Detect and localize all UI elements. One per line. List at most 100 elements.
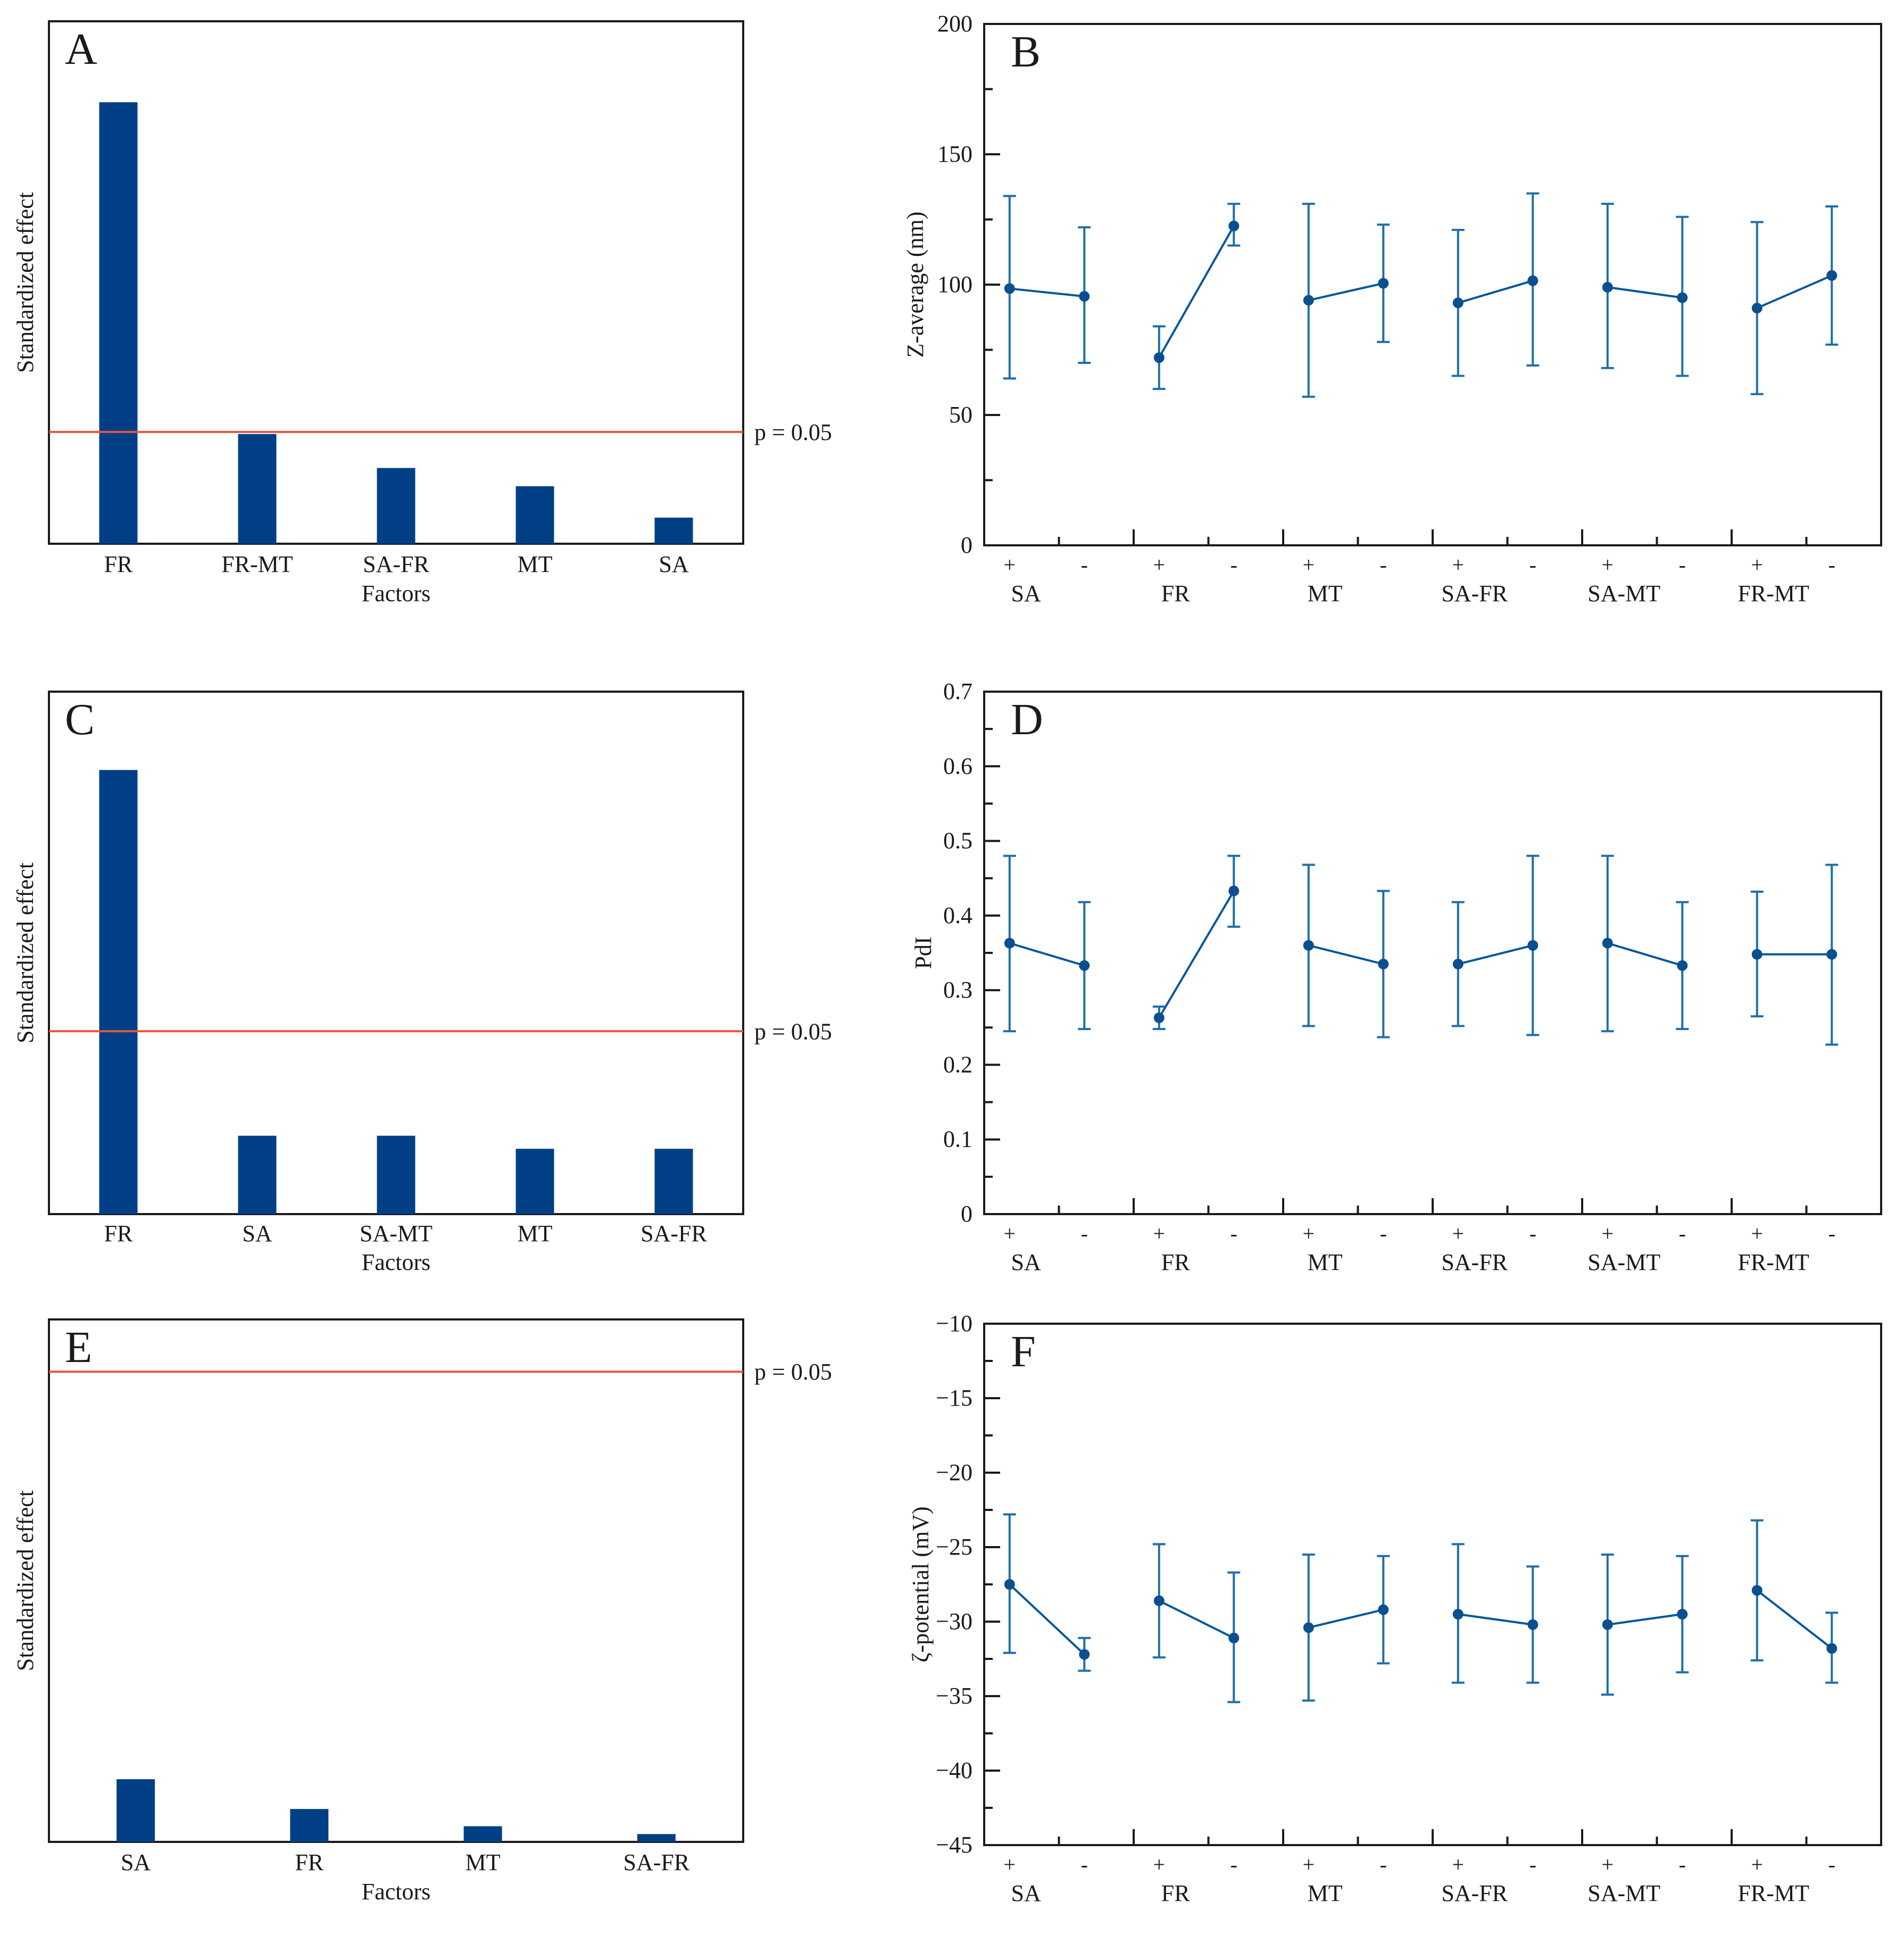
factor-group: + -SA-FR bbox=[1441, 1543, 1540, 1906]
y-tick-label: −35 bbox=[936, 1683, 972, 1709]
factor-group: + - SA bbox=[1003, 1513, 1091, 1906]
factor-group: + -SA-MT bbox=[1587, 203, 1689, 607]
level-label-plus: + bbox=[1302, 1222, 1315, 1245]
y-tick-label: −30 bbox=[936, 1608, 972, 1634]
y-axis-title: Standardized effect bbox=[12, 192, 38, 373]
series-line bbox=[1158, 890, 1235, 1019]
panel-a: FR FR-MT SA-FR MT SA p = 0.05 A Factors Standard… bbox=[12, 20, 832, 607]
y-axis-title: PdI bbox=[910, 936, 936, 969]
series-line bbox=[1158, 1600, 1235, 1639]
factor-group: + - FR bbox=[1152, 203, 1241, 607]
factor-label: MT bbox=[1308, 580, 1343, 607]
level-label-plus: + bbox=[1003, 1222, 1016, 1245]
series-line bbox=[1308, 1608, 1384, 1629]
reference-line-label: p = 0.05 bbox=[754, 419, 832, 445]
x-tick-label: MT bbox=[465, 1849, 501, 1875]
factor-group: + -SA-MT bbox=[1587, 854, 1689, 1275]
panel-f: −45−40−35−30−25−20−15−10+ -SA+ -FR+ -MT+ -SA… bbox=[908, 1310, 1882, 1906]
level-label-minus: - bbox=[1828, 1222, 1835, 1245]
level-label-plus: + bbox=[1601, 553, 1614, 577]
factor-label: FR-MT bbox=[1737, 1880, 1809, 1906]
y-tick-label: 0.6 bbox=[943, 753, 972, 779]
data-point bbox=[1452, 1609, 1464, 1620]
level-label-minus: - bbox=[1679, 553, 1686, 577]
level-label-minus: - bbox=[1230, 553, 1237, 577]
level-label-plus: + bbox=[1003, 1853, 1016, 1876]
factor-label: SA-MT bbox=[1587, 580, 1660, 607]
x-axis-title: Factors bbox=[362, 1879, 431, 1905]
factor-group: + - FR bbox=[1152, 854, 1241, 1275]
factor-label: MT bbox=[1308, 1880, 1343, 1906]
series-line bbox=[1756, 1589, 1833, 1649]
reference-line-label: p = 0.05 bbox=[754, 1359, 832, 1385]
data-point bbox=[1602, 281, 1613, 293]
series-line bbox=[1756, 275, 1833, 309]
level-label-minus: - bbox=[1679, 1853, 1686, 1876]
data-point bbox=[1079, 1649, 1090, 1660]
level-label-minus: - bbox=[1081, 553, 1088, 577]
x-tick-label: FR bbox=[104, 551, 133, 577]
y-tick-label: −40 bbox=[936, 1757, 972, 1783]
data-point bbox=[1677, 1609, 1688, 1620]
factor-label: SA bbox=[1011, 580, 1041, 607]
y-axis-title: Standardized effect bbox=[12, 862, 38, 1043]
plot-frame bbox=[983, 1323, 1882, 1846]
factor-group: + -FR-MT bbox=[1737, 205, 1839, 607]
level-label-minus: - bbox=[1081, 1222, 1088, 1245]
bar bbox=[290, 1809, 329, 1842]
bar bbox=[377, 468, 415, 544]
factor-label: FR bbox=[1161, 580, 1190, 607]
data-point bbox=[1751, 1585, 1762, 1596]
bar bbox=[654, 517, 693, 544]
data-point bbox=[1826, 270, 1838, 281]
factor-group: + -FR-MT bbox=[1737, 1519, 1839, 1906]
bar bbox=[516, 1149, 554, 1214]
factor-label: SA bbox=[1011, 1249, 1041, 1275]
data-point bbox=[1826, 949, 1838, 960]
factor-group: + - MT bbox=[1302, 203, 1390, 607]
factor-label: FR-MT bbox=[1737, 580, 1809, 607]
level-label-plus: + bbox=[1452, 1222, 1464, 1245]
plot-frame bbox=[983, 23, 1882, 546]
data-point bbox=[1677, 960, 1688, 971]
factor-label: FR bbox=[1161, 1249, 1190, 1275]
factor-group: + - MT bbox=[1302, 863, 1390, 1275]
x-tick-label: MT bbox=[518, 1220, 553, 1247]
factor-label: SA bbox=[1011, 1880, 1041, 1906]
panel-label: D bbox=[1011, 695, 1043, 744]
level-label-plus: + bbox=[1601, 1222, 1614, 1245]
y-tick-label: 0.7 bbox=[943, 678, 972, 704]
factor-label: FR-MT bbox=[1737, 1249, 1809, 1275]
panel-d: 00.10.20.30.40.50.60.7+ -SA+ -FR+ -MT+ -SA-F… bbox=[910, 678, 1882, 1275]
data-point bbox=[1527, 1619, 1539, 1630]
y-axis-title: Z-average (nm) bbox=[902, 212, 928, 358]
data-point bbox=[1677, 292, 1688, 303]
factor-group: + -SA-FR bbox=[1441, 854, 1540, 1275]
factor-group: + -FR-MT bbox=[1737, 863, 1839, 1275]
data-point bbox=[1153, 352, 1165, 363]
y-tick-label: 50 bbox=[949, 402, 972, 428]
panel-c: FR SA SA-MT MT SA-FR p = 0.05 C Factors Standard… bbox=[12, 691, 832, 1275]
data-point bbox=[1228, 1632, 1240, 1643]
x-tick-label: SA bbox=[659, 551, 688, 577]
x-tick-label: SA-MT bbox=[360, 1220, 433, 1247]
level-label-minus: - bbox=[1230, 1222, 1237, 1245]
series-line bbox=[1458, 1613, 1533, 1626]
panel-e: SA FR MT SA-FR p = 0.05 E Factors Standardized … bbox=[12, 1318, 832, 1905]
data-point bbox=[1004, 1579, 1015, 1590]
plot-frame bbox=[983, 691, 1882, 1215]
data-point bbox=[1602, 937, 1613, 949]
factor-label: MT bbox=[1308, 1249, 1343, 1275]
series-line bbox=[1009, 1583, 1085, 1656]
data-point bbox=[1527, 275, 1539, 286]
bar bbox=[377, 1135, 415, 1214]
factor-label: SA-MT bbox=[1587, 1249, 1660, 1275]
x-axis-title: Factors bbox=[362, 1249, 431, 1275]
y-tick-label: 150 bbox=[937, 141, 972, 167]
level-label-minus: - bbox=[1529, 1853, 1536, 1876]
factor-group: + - FR bbox=[1152, 1543, 1241, 1906]
factor-group: + - MT bbox=[1302, 1554, 1390, 1906]
factor-group: + -SA-FR bbox=[1441, 192, 1540, 607]
series-line bbox=[1009, 287, 1085, 298]
x-tick-label: SA bbox=[121, 1849, 151, 1875]
